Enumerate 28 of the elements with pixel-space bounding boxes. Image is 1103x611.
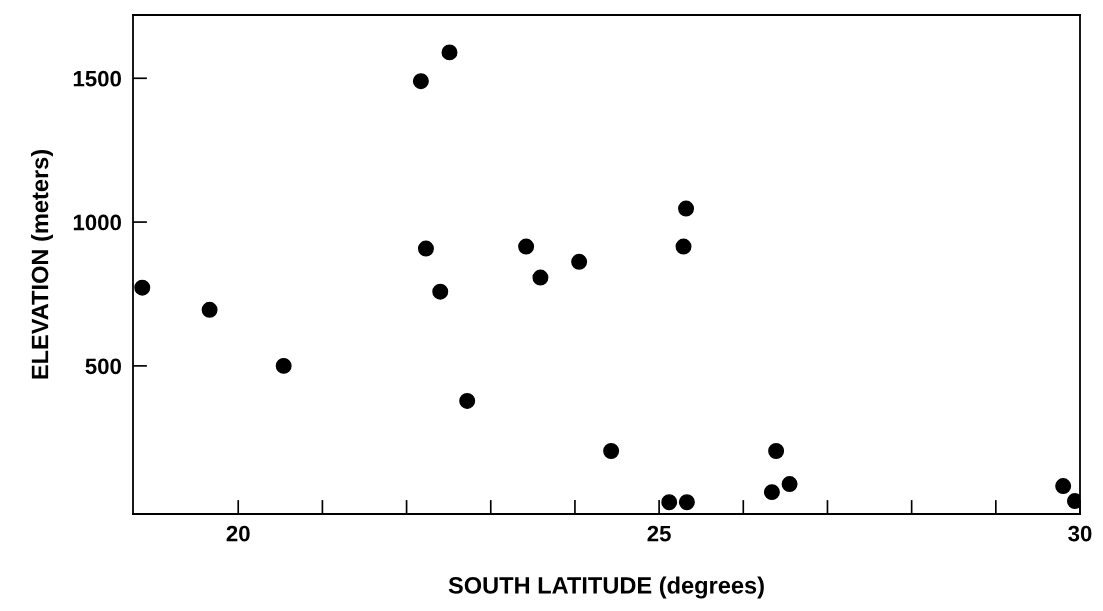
y-tick-label: 1000 <box>73 214 121 231</box>
point <box>603 443 620 459</box>
y-tick-label: 1500 <box>73 70 121 87</box>
point <box>532 269 549 286</box>
point <box>441 44 458 61</box>
point <box>571 253 588 270</box>
point <box>675 238 692 255</box>
point <box>459 392 476 409</box>
point <box>661 494 678 511</box>
point <box>275 357 292 374</box>
point <box>678 200 695 217</box>
point <box>518 238 535 255</box>
x-tick-label: 30 <box>1068 525 1092 542</box>
point <box>768 443 785 459</box>
point <box>763 484 780 501</box>
x-tick-label: 20 <box>226 525 250 542</box>
y-tick-label: 500 <box>85 358 121 375</box>
x-axis-title: SOUTH LATITUDE (degrees) <box>448 576 764 599</box>
point <box>417 240 434 257</box>
point <box>134 279 151 296</box>
x-tick-label: 25 <box>647 525 671 542</box>
point <box>781 476 798 493</box>
y-axis-title: ELEVATION (meters) <box>31 149 54 379</box>
point <box>678 494 695 511</box>
point <box>432 283 449 300</box>
point <box>412 73 429 90</box>
point <box>1055 478 1072 495</box>
point <box>201 301 218 318</box>
